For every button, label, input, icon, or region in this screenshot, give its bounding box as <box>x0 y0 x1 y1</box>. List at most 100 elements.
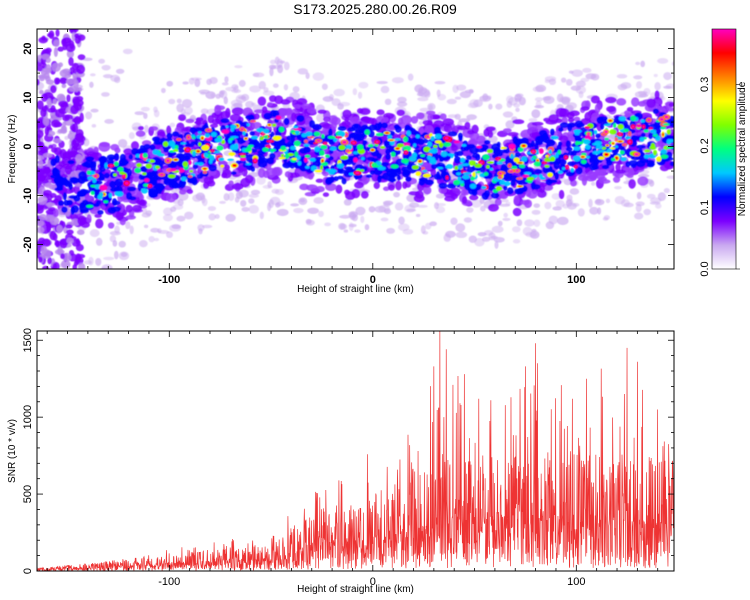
heat-cell <box>184 106 193 115</box>
heat-cell <box>64 165 72 175</box>
heat-cell <box>211 149 214 152</box>
heat-cell <box>198 89 210 94</box>
heat-cell <box>317 109 327 114</box>
heat-cell <box>360 190 369 199</box>
heat-cell <box>230 124 237 130</box>
heat-cell <box>77 176 86 184</box>
heat-cell <box>246 123 250 127</box>
heat-cell <box>72 137 80 148</box>
heat-cell <box>278 156 286 160</box>
heat-cell <box>69 287 80 294</box>
heat-cell <box>662 132 665 137</box>
heat-cell <box>145 163 153 169</box>
heat-cell <box>662 123 670 126</box>
heat-cell <box>214 137 223 143</box>
heat-cell <box>269 59 276 65</box>
heat-cell <box>167 174 176 179</box>
heat-cell <box>533 203 541 208</box>
heat-cell <box>134 167 141 174</box>
heat-cell <box>292 86 300 93</box>
heat-cell <box>469 194 479 201</box>
heat-cell <box>64 301 71 305</box>
heat-cell <box>404 126 414 132</box>
heat-cell <box>663 187 670 194</box>
heat-cell <box>556 216 569 226</box>
heat-cell <box>185 118 195 124</box>
heat-cell <box>137 183 142 192</box>
heat-cell <box>640 60 646 68</box>
heat-cell <box>638 93 649 98</box>
heat-cell <box>458 118 471 123</box>
heat-cell <box>180 176 187 182</box>
heat-cell <box>346 149 349 152</box>
heat-cell <box>394 138 401 141</box>
heat-cell <box>518 164 526 169</box>
heat-cell <box>98 141 111 152</box>
heat-cell <box>454 156 462 164</box>
heat-cell <box>383 117 389 123</box>
heat-cell <box>630 163 637 169</box>
heat-cell <box>605 96 617 104</box>
heat-cell <box>545 221 555 230</box>
heat-cell <box>388 145 397 154</box>
heat-cell <box>294 151 299 158</box>
heat-cell <box>202 154 205 158</box>
heat-cell <box>386 227 396 234</box>
heat-cell <box>550 135 559 140</box>
heat-cell <box>534 97 544 102</box>
heat-cell <box>642 125 645 129</box>
heat-cell <box>257 167 266 178</box>
heat-cell <box>308 136 313 138</box>
heat-cell <box>455 231 468 239</box>
heat-cell <box>187 178 196 184</box>
heat-cell <box>345 144 353 151</box>
heat-cell <box>567 161 577 167</box>
heat-cell <box>580 106 590 111</box>
heat-cell <box>406 130 412 137</box>
heat-cell <box>51 147 58 153</box>
heat-cell <box>52 98 58 105</box>
heat-cell <box>37 74 47 79</box>
spectrogram-y-ticks: -20 -10 0 10 20 <box>22 42 674 270</box>
heat-cell <box>176 215 186 222</box>
heat-cell <box>231 107 244 116</box>
heat-cell <box>396 143 405 148</box>
heat-cell <box>616 98 627 106</box>
heat-cell <box>419 107 431 113</box>
heat-cell <box>196 150 200 153</box>
heat-cell <box>368 206 376 213</box>
heat-cell <box>52 262 57 269</box>
heat-cell <box>37 133 41 142</box>
heat-cell <box>505 120 515 129</box>
heat-cell <box>533 219 541 227</box>
heat-cell <box>137 126 144 131</box>
heat-cell <box>442 156 449 161</box>
heat-cell <box>513 157 520 163</box>
heat-cell <box>550 156 556 162</box>
heat-cell <box>235 94 247 104</box>
heat-cell <box>351 188 361 199</box>
heat-cell <box>514 189 524 195</box>
heat-cell <box>242 130 246 136</box>
heat-cell <box>294 130 300 135</box>
heat-cell <box>539 149 543 153</box>
heat-cell <box>293 125 299 129</box>
heat-cell <box>354 181 364 189</box>
heat-cell <box>558 127 564 132</box>
heat-cell <box>531 209 541 215</box>
heat-cell <box>395 180 402 191</box>
heat-cell <box>234 65 243 69</box>
heat-cell <box>76 254 86 259</box>
heat-cell <box>383 186 390 192</box>
heat-cell <box>95 257 102 266</box>
heat-cell <box>272 135 282 141</box>
heat-cell <box>434 81 446 85</box>
heat-cell <box>145 179 149 182</box>
heat-cell <box>588 198 593 208</box>
heat-cell <box>586 136 590 140</box>
heat-cell <box>468 235 477 243</box>
heat-cell <box>502 111 514 118</box>
heat-cell <box>469 99 479 108</box>
heat-cell <box>512 207 522 217</box>
heat-cell <box>109 180 116 189</box>
